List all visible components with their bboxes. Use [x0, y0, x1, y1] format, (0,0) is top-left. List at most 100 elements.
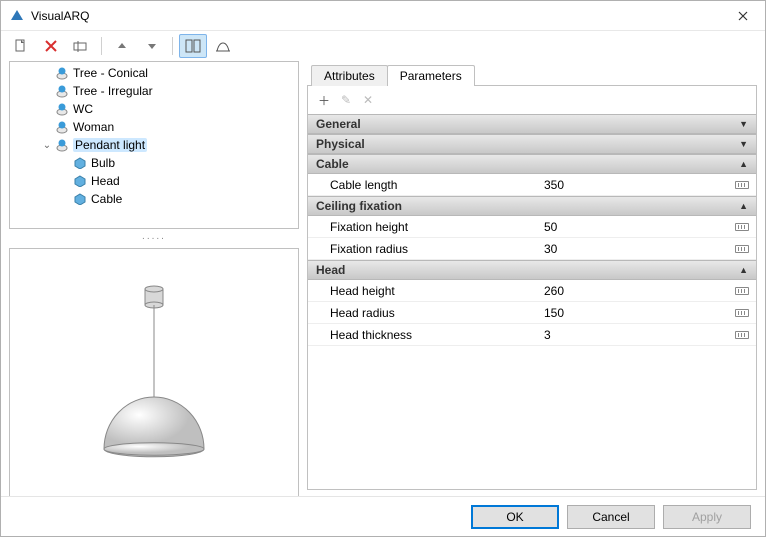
section-header[interactable]: Cable ▲: [308, 154, 756, 174]
param-value[interactable]: 150: [538, 306, 728, 320]
object-icon: [54, 119, 70, 135]
param-name: Fixation radius: [308, 242, 538, 256]
param-row[interactable]: Head height260: [308, 280, 756, 302]
param-row[interactable]: Head radius150: [308, 302, 756, 324]
param-name: Head radius: [308, 306, 538, 320]
close-button[interactable]: [721, 1, 765, 31]
collapse-icon: ▲: [739, 265, 748, 275]
param-name: Fixation height: [308, 220, 538, 234]
tree-item[interactable]: WC: [10, 100, 298, 118]
tree-item-label: Bulb: [91, 156, 115, 170]
content-area: Tree - Conical Tree - Irregular WC Woman ⌄Pe…: [1, 61, 765, 496]
param-value[interactable]: 260: [538, 284, 728, 298]
toolbar-separator: [101, 37, 102, 55]
unit-icon: [728, 287, 756, 295]
tree-item[interactable]: ⌄Pendant light: [10, 136, 298, 154]
apply-button[interactable]: Apply: [663, 505, 751, 529]
object-icon: [54, 83, 70, 99]
param-value[interactable]: 3: [538, 328, 728, 342]
add-icon[interactable]: ＋: [314, 90, 334, 110]
tab-parameters[interactable]: Parameters: [387, 65, 475, 86]
tree-item[interactable]: Cable: [10, 190, 298, 208]
section-title: Ceiling fixation: [316, 199, 402, 213]
collapse-icon: ▼: [739, 139, 748, 149]
tree-item-label: Woman: [73, 120, 114, 134]
tree-item[interactable]: Tree - Irregular: [10, 82, 298, 100]
preview-pane: [9, 248, 299, 496]
param-row[interactable]: Cable length350: [308, 174, 756, 196]
move-down-icon[interactable]: [138, 34, 166, 58]
object-tree[interactable]: Tree - Conical Tree - Irregular WC Woman ⌄Pe…: [9, 61, 299, 229]
param-name: Head thickness: [308, 328, 538, 342]
rename-icon[interactable]: [67, 34, 95, 58]
param-row[interactable]: Fixation radius30: [308, 238, 756, 260]
section-title: Physical: [316, 137, 365, 151]
object-icon: [54, 101, 70, 117]
param-row[interactable]: Fixation height50: [308, 216, 756, 238]
object-icon: [54, 137, 70, 153]
parameter-sections: General▼Physical▼Cable▲Cable length350Ce…: [308, 114, 756, 346]
tree-resizer[interactable]: .....: [9, 229, 299, 244]
toolbar-separator: [172, 37, 173, 55]
sub-icon: [72, 173, 88, 189]
preview-svg: [24, 249, 284, 496]
param-value[interactable]: 350: [538, 178, 728, 192]
sub-icon: [72, 155, 88, 171]
tree-item[interactable]: Tree - Conical: [10, 64, 298, 82]
section-title: Cable: [316, 157, 349, 171]
section-header[interactable]: Head ▲: [308, 260, 756, 280]
param-name: Head height: [308, 284, 538, 298]
section-title: General: [316, 117, 361, 131]
section-header[interactable]: General ▼: [308, 114, 756, 134]
app-icon: [9, 8, 25, 24]
object-icon: [54, 65, 70, 81]
tab-attributes[interactable]: Attributes: [311, 65, 388, 86]
param-value[interactable]: 50: [538, 220, 728, 234]
unit-icon: [728, 245, 756, 253]
ok-button[interactable]: OK: [471, 505, 559, 529]
move-up-icon[interactable]: [108, 34, 136, 58]
window-title: VisualARQ: [31, 9, 721, 23]
apply-label: Apply: [692, 510, 722, 524]
section-title: Head: [316, 263, 345, 277]
param-value[interactable]: 30: [538, 242, 728, 256]
param-row[interactable]: Head thickness3: [308, 324, 756, 346]
tree-item[interactable]: Woman: [10, 118, 298, 136]
collapse-icon: ▼: [739, 119, 748, 129]
ok-label: OK: [506, 510, 523, 524]
panel-toolbar: ＋✎✕: [308, 86, 756, 114]
layout-split-icon[interactable]: [179, 34, 207, 58]
left-pane: Tree - Conical Tree - Irregular WC Woman ⌄Pe…: [9, 61, 299, 490]
tree-item-label: Tree - Conical: [73, 66, 148, 80]
tree-item-label: WC: [73, 102, 93, 116]
delete-icon[interactable]: [37, 34, 65, 58]
cancel-button[interactable]: Cancel: [567, 505, 655, 529]
layout-single-icon[interactable]: [209, 34, 237, 58]
dialog-footer: OK Cancel Apply: [1, 496, 765, 536]
edit-icon: ✎: [336, 90, 356, 110]
tree-item[interactable]: Head: [10, 172, 298, 190]
collapse-icon: ▲: [739, 201, 748, 211]
unit-icon: [728, 223, 756, 231]
parameters-panel: ＋✎✕ General ▼ Physical ▼ Cable ▲ Cable length3…: [307, 85, 757, 490]
cancel-label: Cancel: [592, 510, 629, 524]
remove-icon: ✕: [358, 90, 378, 110]
unit-icon: [728, 331, 756, 339]
tree-item[interactable]: Bulb: [10, 154, 298, 172]
new-icon[interactable]: [7, 34, 35, 58]
expander-icon[interactable]: ⌄: [40, 140, 54, 151]
toolbar: [1, 31, 765, 61]
dialog-window: VisualARQ Tree - Conical Tree - Irregular…: [0, 0, 766, 537]
section-header[interactable]: Ceiling fixation ▲: [308, 196, 756, 216]
section-header[interactable]: Physical ▼: [308, 134, 756, 154]
tree-item-label: Cable: [91, 192, 122, 206]
close-icon: [738, 11, 748, 21]
tree-item-label: Head: [91, 174, 120, 188]
title-bar: VisualARQ: [1, 1, 765, 31]
collapse-icon: ▲: [739, 159, 748, 169]
sub-icon: [72, 191, 88, 207]
tree-item-label: Tree - Irregular: [73, 84, 153, 98]
tab-strip: AttributesParameters: [307, 61, 757, 85]
unit-icon: [728, 309, 756, 317]
right-pane: AttributesParameters ＋✎✕ General▼Physica…: [307, 61, 757, 490]
